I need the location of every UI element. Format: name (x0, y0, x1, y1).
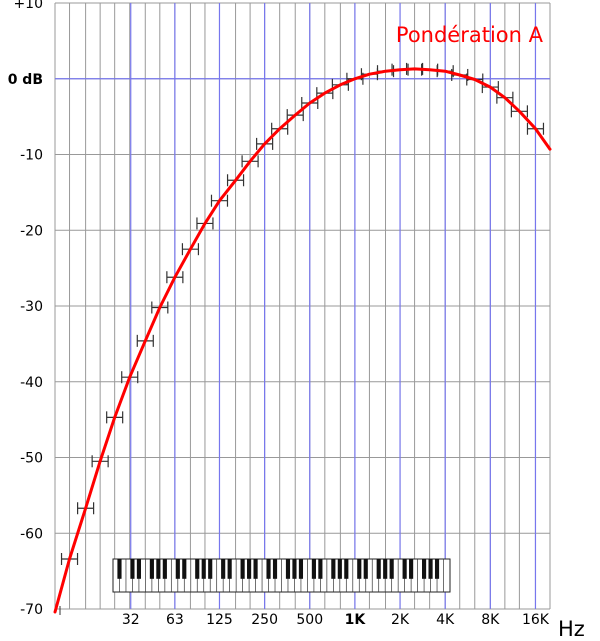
piano-black-key (175, 559, 180, 579)
piano-black-key (208, 559, 213, 579)
piano-black-key (272, 559, 278, 579)
y-tick-label: -70 (20, 602, 43, 618)
piano-black-key (298, 559, 304, 579)
x-tick-label: 2K (391, 612, 410, 628)
piano-black-key (318, 559, 323, 579)
piano-black-key (221, 559, 226, 579)
a-weighting-curve (53, 67, 552, 614)
piano-black-key (363, 559, 368, 579)
piano-black-key (162, 559, 167, 579)
x-tick-label: 32 (122, 612, 140, 628)
chart-title: Pondération A (396, 23, 544, 47)
y-tick-label: -10 (20, 148, 43, 164)
y-tick-label: -60 (20, 526, 43, 542)
x-tick-label: 125 (206, 612, 233, 628)
piano-black-key (337, 559, 342, 579)
piano-black-key (130, 559, 135, 579)
piano-keyboard (112, 558, 451, 593)
piano-black-key (422, 559, 427, 579)
piano-black-key (331, 559, 336, 579)
piano-black-key (402, 559, 407, 579)
piano-black-key (434, 559, 440, 579)
x-tick-labels: 32 63 125 250 500 1K 2K 4K 8K 16K (122, 612, 550, 628)
piano-black-key (383, 559, 388, 579)
piano-black-key (247, 559, 252, 579)
piano-black-key (357, 559, 362, 579)
y-tick-label: 0 dB (8, 72, 43, 88)
x-tick-label: 250 (251, 612, 278, 628)
piano-black-key (428, 559, 433, 579)
x-tick-label: 63 (166, 612, 184, 628)
piano-black-key (376, 559, 381, 579)
piano-black-key (117, 559, 122, 579)
piano-black-key (195, 559, 200, 579)
piano-black-key (409, 559, 414, 579)
piano-black-key (344, 559, 349, 579)
y-tick-labels: +10 0 dB -10 -20 -30 -40 -50 -60 -70 (8, 0, 43, 618)
major-grid (55, 3, 550, 609)
piano-black-key (136, 559, 141, 579)
piano-black-key (156, 559, 161, 579)
piano-black-key (201, 559, 206, 579)
piano-black-key (182, 559, 187, 579)
y-tick-label: -40 (20, 375, 43, 391)
x-tick-label: 500 (296, 612, 323, 628)
y-tick-label: -20 (20, 223, 43, 239)
x-tick-label: 8K (481, 612, 500, 628)
x-axis-unit: Hz (558, 617, 585, 641)
y-tick-label: +10 (13, 0, 43, 12)
piano-black-key (227, 559, 232, 579)
y-tick-label: -50 (20, 451, 43, 467)
piano-black-key (253, 559, 258, 579)
y-tick-label: -30 (20, 299, 43, 315)
piano-black-key (292, 559, 297, 579)
piano-black-key (240, 559, 245, 579)
piano-black-key (285, 559, 291, 579)
piano-black-key (149, 559, 154, 579)
piano-black-key (266, 559, 271, 579)
piano-black-key (311, 559, 316, 579)
x-tick-label: 1K (345, 612, 367, 628)
x-tick-label: 16K (522, 612, 550, 628)
piano-black-key (389, 559, 394, 579)
x-tick-label: 4K (436, 612, 455, 628)
